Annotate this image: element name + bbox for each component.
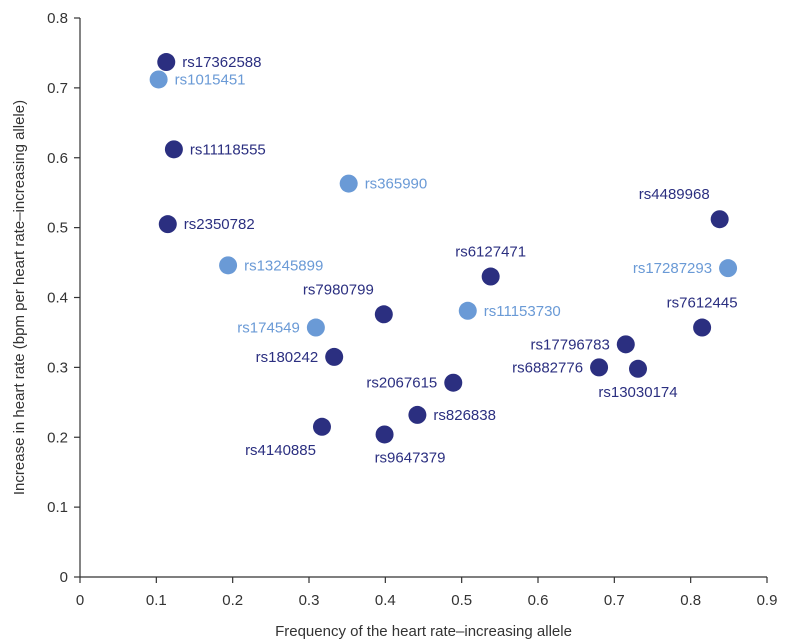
y-tick-label: 0.5: [47, 220, 68, 237]
y-tick-label: 0.7: [47, 80, 68, 97]
data-points: [149, 53, 738, 444]
x-tick-label: 0.3: [299, 592, 320, 609]
data-point: [306, 318, 325, 337]
data-point: [158, 215, 177, 234]
data-point: [693, 318, 712, 337]
point-label: rs2350782: [184, 216, 255, 233]
data-point: [325, 347, 344, 366]
data-point: [149, 70, 168, 89]
y-tick-label: 0.3: [47, 359, 68, 376]
y-tick-label: 0.1: [47, 499, 68, 516]
data-point: [628, 359, 647, 378]
point-label: rs13030174: [598, 384, 677, 401]
data-point: [458, 301, 477, 320]
point-label: rs174549: [237, 320, 300, 337]
point-label: rs365990: [365, 176, 428, 193]
data-point: [719, 259, 738, 278]
point-label: rs7612445: [667, 295, 738, 312]
data-point: [164, 140, 183, 159]
x-tick-label: 0.8: [680, 592, 701, 609]
axes: [74, 17, 768, 583]
x-tick-label: 0: [76, 592, 84, 609]
point-label: rs4489968: [639, 186, 710, 203]
data-point: [616, 335, 635, 354]
data-point: [710, 210, 729, 229]
data-point: [374, 305, 393, 324]
x-tick-label: 0.1: [146, 592, 167, 609]
tick-labels: 0 0.1 0.2 0.3 0.4 0.5 0.6 0.7 0.8 0.9 0 0.1 0.2 0.3 0.…: [47, 10, 777, 609]
data-point: [219, 256, 238, 275]
y-tick-label: 0.8: [47, 10, 68, 27]
point-label: rs180242: [256, 349, 319, 366]
y-tick-label: 0.4: [47, 290, 68, 307]
point-label: rs1015451: [175, 71, 246, 88]
data-point: [408, 405, 427, 424]
x-tick-label: 0.5: [451, 592, 472, 609]
point-label: rs11153730: [484, 303, 561, 320]
x-tick-label: 0.6: [528, 592, 549, 609]
y-tick-label: 0: [60, 569, 68, 586]
point-label: rs6127471: [455, 244, 526, 261]
point-label: rs6882776: [512, 359, 583, 376]
x-tick-label: 0.9: [757, 592, 778, 609]
x-tick-label: 0.2: [222, 592, 243, 609]
data-point: [590, 358, 609, 377]
point-label: rs2067615: [366, 375, 437, 392]
data-point: [444, 373, 463, 392]
point-label: rs9647379: [375, 449, 446, 466]
point-label: rs4140885: [245, 442, 316, 459]
data-point: [157, 53, 176, 72]
point-label: rs17796783: [531, 336, 610, 353]
data-point: [481, 267, 500, 286]
data-point: [312, 417, 331, 436]
point-label: rs826838: [433, 407, 496, 424]
data-point: [375, 425, 394, 444]
y-tick-label: 0.6: [47, 150, 68, 167]
y-axis-title: Increase in heart rate (bpm per heart ra…: [11, 100, 28, 495]
data-point: [339, 174, 358, 193]
point-label: rs11118555: [190, 141, 266, 158]
x-tick-label: 0.7: [604, 592, 625, 609]
y-tick-label: 0.2: [47, 429, 68, 446]
x-axis-title: Frequency of the heart rate–increasing a…: [275, 623, 572, 640]
point-label: rs17287293: [633, 260, 712, 277]
x-tick-label: 0.4: [375, 592, 396, 609]
point-label: rs17362588: [182, 54, 261, 71]
point-label: rs7980799: [303, 281, 374, 298]
point-label: rs13245899: [244, 257, 323, 274]
